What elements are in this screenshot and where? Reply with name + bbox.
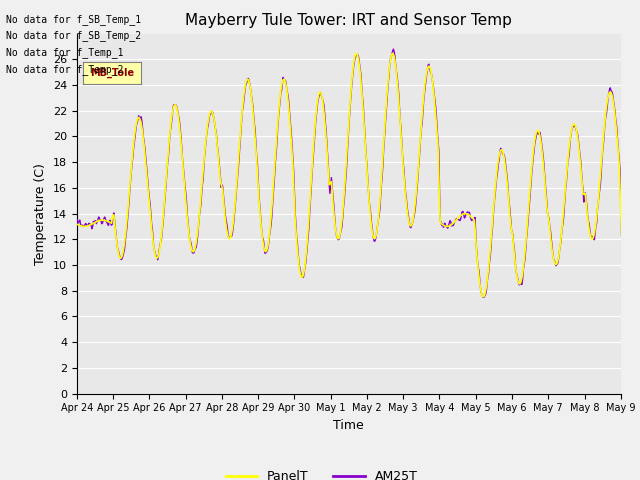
Y-axis label: Temperature (C): Temperature (C) — [35, 163, 47, 264]
Text: No data for f_SB_Temp_1: No data for f_SB_Temp_1 — [6, 13, 141, 24]
Text: No data for f_Temp_2: No data for f_Temp_2 — [6, 64, 124, 75]
X-axis label: Time: Time — [333, 419, 364, 432]
Title: Mayberry Tule Tower: IRT and Sensor Temp: Mayberry Tule Tower: IRT and Sensor Temp — [186, 13, 512, 28]
Text: MB_Tole: MB_Tole — [90, 68, 134, 78]
Legend: PanelT, AM25T: PanelT, AM25T — [221, 465, 422, 480]
Text: No data for f_Temp_1: No data for f_Temp_1 — [6, 47, 124, 58]
Text: No data for f_SB_Temp_2: No data for f_SB_Temp_2 — [6, 30, 141, 41]
